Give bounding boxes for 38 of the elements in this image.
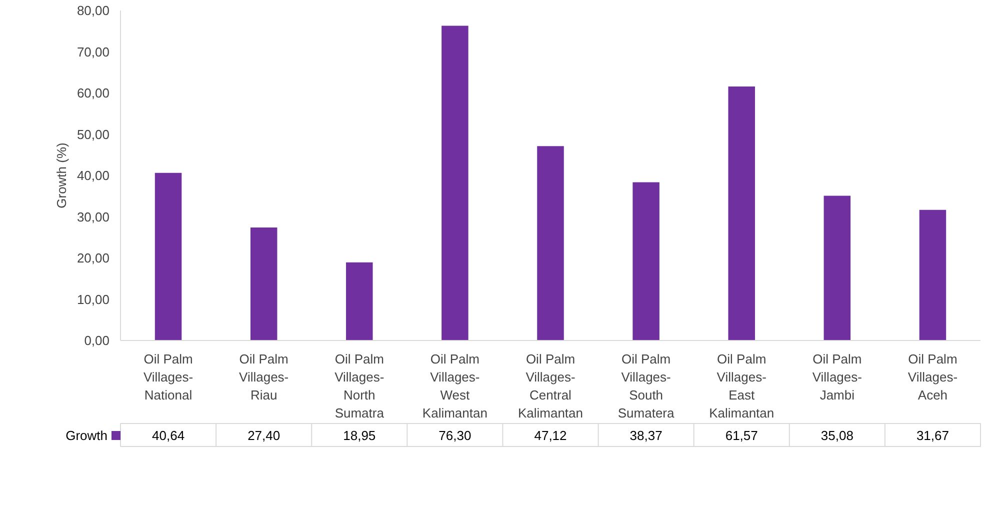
y-tick-label: 70,00 — [76, 44, 110, 60]
bar — [919, 210, 946, 340]
x-tick-label: Oil Palm Villages-Central Kalimantan — [518, 352, 584, 420]
y-axis-title: Growth (%) — [54, 142, 69, 208]
data-label: 47,12 — [534, 428, 567, 443]
x-tick-label: Oil Palm Villages-East Kalimantan — [709, 352, 774, 420]
x-tick-label: Oil Palm Villages-South Sumatera — [618, 352, 676, 420]
data-label: 31,67 — [916, 428, 950, 443]
y-tick-label: 50,00 — [76, 126, 110, 142]
x-tick-label: Oil Palm Villages-West Kalimantan — [422, 352, 488, 420]
y-tick-label: 40,00 — [76, 168, 110, 183]
bar — [250, 227, 278, 340]
x-tick-label: Oil Palm Villages-Aceh — [908, 352, 958, 402]
y-tick-label: 30,00 — [76, 209, 110, 224]
bar — [728, 86, 755, 340]
y-tick-label: 80,00 — [76, 3, 110, 18]
data-label: 40,64 — [152, 428, 185, 443]
x-tick-label: Oil Palm Villages-North Sumatra — [334, 352, 385, 420]
y-tick-label: 20,00 — [76, 250, 110, 266]
x-tick-label: Oil Palm Villages-Riau — [239, 352, 289, 402]
y-tick-label: 60,00 — [76, 86, 110, 100]
bar — [824, 196, 851, 340]
bar — [632, 182, 660, 340]
data-label: 38,37 — [630, 428, 662, 443]
y-tick-label: 0,00 — [84, 333, 110, 348]
bar — [346, 262, 373, 340]
bar — [442, 26, 468, 340]
data-label: 18,95 — [343, 428, 376, 443]
bar — [537, 146, 564, 340]
y-tick-label: 10,00 — [76, 292, 110, 307]
x-tick-label: Oil Palm Villages-Jambi — [812, 352, 862, 402]
bar — [154, 172, 182, 340]
x-tick-label: Oil Palm Villages-National — [143, 352, 194, 402]
data-label: 35,08 — [820, 428, 854, 443]
legend-label: Growth — [66, 428, 108, 443]
data-label: 76,30 — [438, 428, 472, 443]
data-label: 27,40 — [248, 428, 280, 443]
data-label: 61,57 — [725, 428, 758, 443]
